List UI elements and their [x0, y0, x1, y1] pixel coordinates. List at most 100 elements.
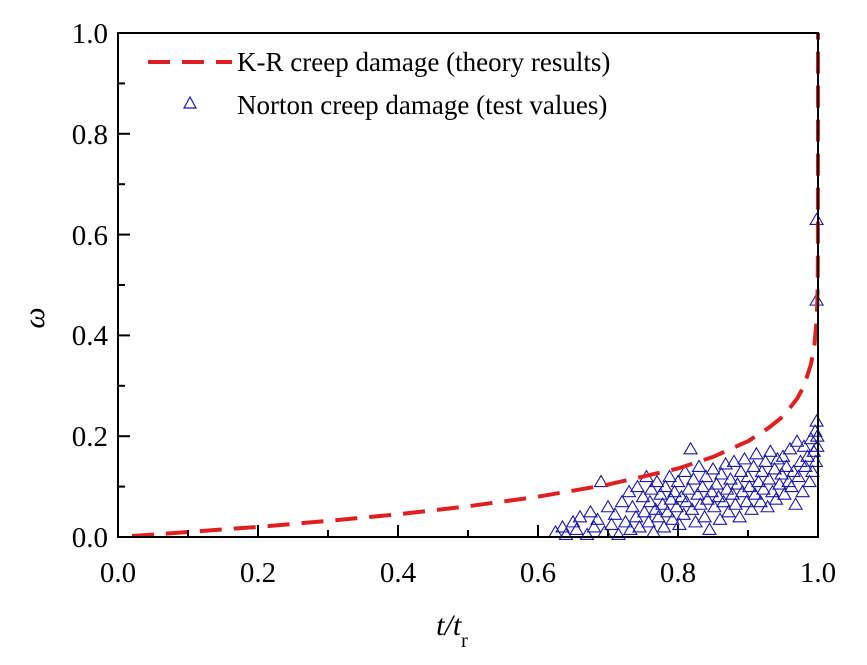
scatter-point	[796, 439, 812, 452]
scatter-point	[769, 451, 785, 465]
scatter-point	[583, 504, 598, 518]
scatter-point	[754, 464, 770, 478]
scatter-point	[726, 454, 742, 467]
scatter-point	[803, 431, 819, 445]
y-tick-labels: 0.0 0.2 0.4 0.6 0.8 1.0	[72, 18, 109, 554]
scatter-point	[671, 517, 687, 530]
scatter-point	[788, 497, 804, 510]
scatter-point	[732, 509, 748, 523]
scatter-point	[772, 476, 787, 490]
scatter-point	[663, 492, 679, 505]
scatter-point	[699, 492, 715, 505]
scatter-point	[690, 487, 706, 500]
scatter-point	[809, 413, 825, 427]
scatter-point	[786, 464, 801, 478]
scatter-point	[677, 464, 693, 478]
legend: K-R creep damage (theory results) Norton…	[148, 47, 610, 120]
scatter-point	[643, 482, 659, 495]
scatter-point	[607, 507, 623, 520]
y-tick-label: 0.2	[72, 421, 108, 453]
scatter-point	[629, 479, 645, 493]
scatter-point	[804, 464, 820, 478]
scatter-point	[760, 499, 776, 513]
scatter-point	[761, 471, 777, 485]
scatter-point	[579, 527, 595, 541]
x-tick-label: 0.8	[660, 557, 696, 589]
legend-label-theory: K-R creep damage (theory results)	[237, 47, 610, 77]
scatter-point	[709, 476, 724, 490]
scatter-point	[590, 512, 605, 525]
scatter-point	[744, 502, 759, 515]
scatter-point	[625, 499, 640, 513]
scatter-point	[795, 484, 811, 498]
x-axis-label-main: t/t	[436, 609, 462, 642]
x-tick-label: 0.4	[380, 557, 417, 589]
y-tick-label: 1.0	[72, 18, 108, 50]
scatter-point	[746, 459, 762, 472]
y-tick-label: 0.0	[72, 522, 108, 554]
scatter-point	[704, 484, 720, 498]
scatter-point	[656, 519, 672, 533]
scatter-point	[705, 461, 721, 475]
scatter-point	[674, 489, 689, 503]
scatter-point	[695, 479, 710, 493]
scatter-point	[719, 482, 735, 495]
scatter-point	[635, 489, 651, 503]
scatter-point	[667, 484, 682, 498]
scatter-point	[691, 459, 707, 472]
scatter-point	[670, 474, 686, 488]
y-tick-label: 0.4	[72, 320, 109, 352]
x-tick-label: 0.6	[520, 557, 556, 589]
x-axis-label-subscript: r	[461, 630, 468, 652]
scatter-point	[751, 474, 766, 488]
scatter-point	[725, 487, 741, 500]
scatter-point	[789, 434, 805, 447]
scatter-point	[662, 469, 678, 483]
x-tick-label: 1.0	[800, 557, 836, 589]
scatter-point	[737, 451, 752, 465]
x-axis-label: t/tr	[436, 609, 468, 652]
scatter-point	[611, 527, 626, 541]
scatter-point	[802, 474, 818, 488]
scatter-point	[779, 459, 794, 472]
scatter-point	[740, 469, 756, 483]
y-axis-label: ω	[18, 307, 51, 328]
scatter-point	[555, 519, 570, 533]
scatter-point	[713, 466, 729, 480]
scatter-point	[664, 512, 680, 525]
scatter-point	[797, 459, 813, 472]
scatter-point	[748, 446, 764, 460]
axis-ticks	[117, 32, 819, 538]
scatter-point	[642, 494, 658, 508]
scatter-point	[683, 441, 699, 455]
scatter-point	[718, 456, 734, 470]
scatter-point	[604, 517, 619, 530]
scatter-point	[678, 494, 694, 508]
scatter-point	[558, 527, 574, 541]
scatter-point	[723, 471, 738, 485]
scatter-point	[739, 494, 755, 508]
theory-curve	[131, 32, 820, 538]
scatter-point	[727, 497, 743, 510]
legend-triangle-swatch	[182, 95, 198, 109]
scatter-point	[614, 494, 630, 508]
scatter-point	[657, 479, 673, 493]
scatter-point	[702, 522, 717, 535]
scatter-point	[618, 514, 633, 528]
scatter-point	[733, 464, 749, 478]
scatter-point	[758, 454, 773, 467]
scatter-point	[681, 482, 696, 495]
scatter-point	[767, 461, 783, 475]
scatter-point	[712, 512, 728, 525]
scatter-point	[636, 504, 652, 518]
scatter-point	[716, 494, 731, 508]
scatter-point	[697, 509, 713, 523]
x-tick-label: 0.2	[240, 557, 276, 589]
scatter-point	[685, 471, 701, 485]
x-tick-labels: 0.0 0.2 0.4 0.6 0.8 1.0	[100, 557, 836, 589]
y-tick-label: 0.6	[72, 220, 108, 252]
scatter-point	[774, 466, 790, 480]
scatter-layer	[548, 212, 825, 541]
scatter-point	[775, 449, 791, 462]
